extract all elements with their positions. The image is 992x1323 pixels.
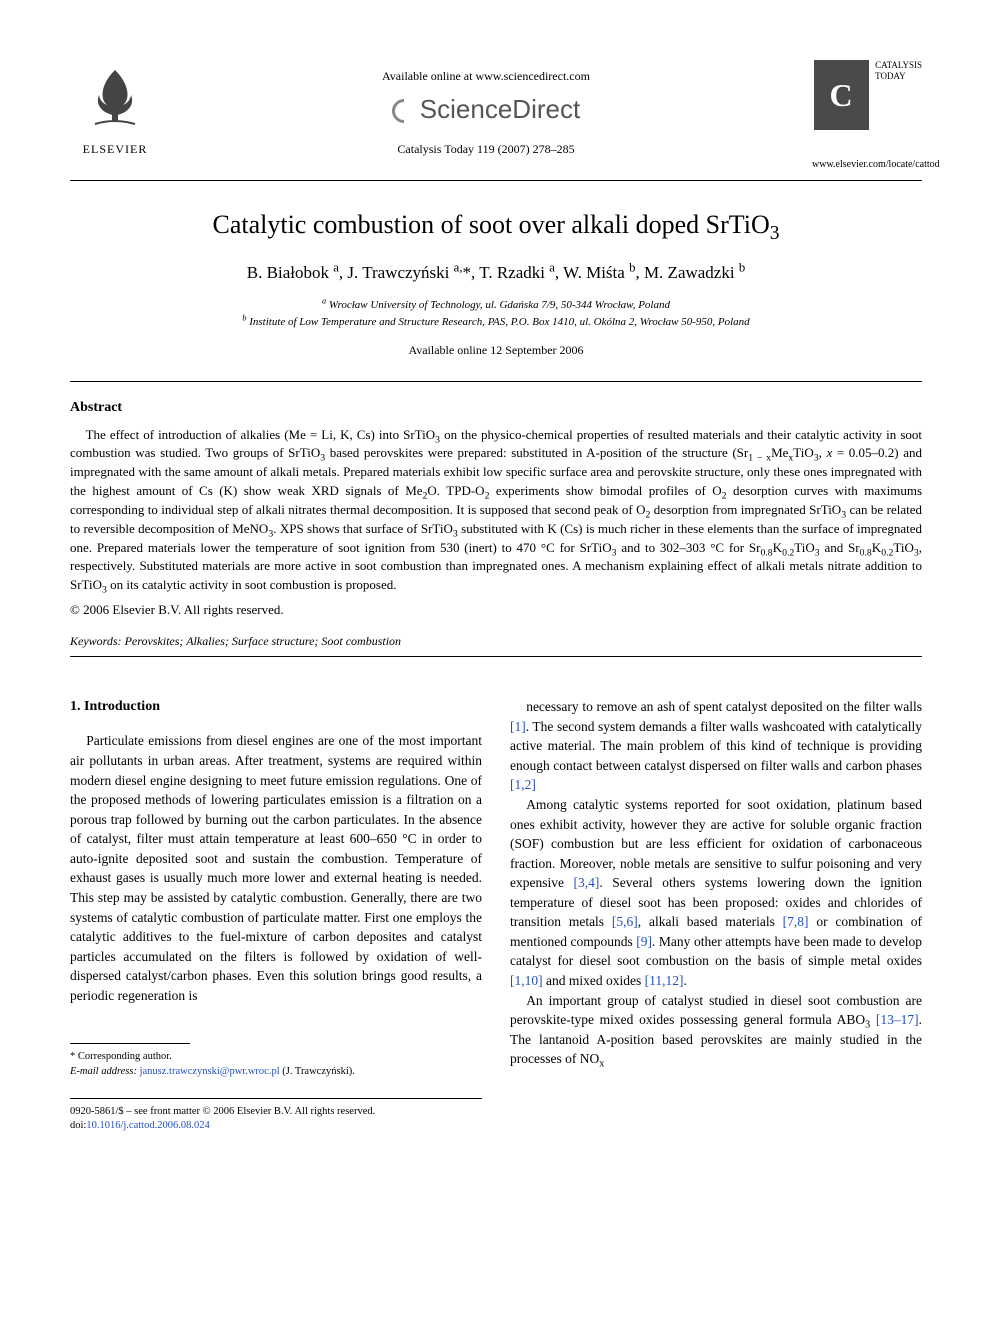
publisher-name: ELSEVIER — [70, 141, 160, 158]
center-header: Available online at www.sciencedirect.co… — [160, 60, 812, 158]
journal-header: ELSEVIER Available online at www.science… — [70, 60, 922, 172]
journal-badge-icon: C — [814, 60, 869, 130]
right-column: necessary to remove an ash of spent cata… — [510, 697, 922, 1134]
body-paragraph: necessary to remove an ash of spent cata… — [510, 697, 922, 795]
footnote-rule — [70, 1043, 190, 1044]
keywords-label: Keywords: — [70, 634, 122, 648]
left-column: 1. Introduction Particulate emissions fr… — [70, 697, 482, 1134]
authors-line: B. Białobok a, J. Trawczyński a,*, T. Rz… — [70, 261, 922, 285]
affiliations: a Wrocław University of Technology, ul. … — [70, 297, 922, 330]
abstract-paragraph: The effect of introduction of alkalies (… — [70, 426, 922, 596]
body-columns: 1. Introduction Particulate emissions fr… — [70, 697, 922, 1134]
email-address[interactable]: janusz.trawczynski@pwr.wroc.pl — [140, 1066, 280, 1077]
corresponding-author-text: * Corresponding author. — [70, 1050, 482, 1065]
keywords-line: Keywords: Perovskites; Alkalies; Surface… — [70, 633, 922, 650]
email-attribution: (J. Trawczyński). — [282, 1066, 355, 1077]
affiliation-a: Wrocław University of Technology, ul. Gd… — [329, 299, 670, 311]
available-online-date: Available online 12 September 2006 — [70, 342, 922, 359]
corresponding-footnote: * Corresponding author. E-mail address: … — [70, 1050, 482, 1079]
header-rule — [70, 180, 922, 181]
doi-link[interactable]: 10.1016/j.cattod.2006.08.024 — [86, 1120, 209, 1131]
sciencedirect-logo: ScienceDirect — [160, 91, 812, 127]
journal-badge-text: CATALYSIS TODAY — [875, 60, 922, 82]
elsevier-tree-icon — [85, 60, 145, 130]
body-paragraph: Particulate emissions from diesel engine… — [70, 731, 482, 1005]
publisher-logo: ELSEVIER — [70, 60, 160, 157]
footer-meta: 0920-5861/$ – see front matter © 2006 El… — [70, 1105, 482, 1134]
keywords-text: Perovskites; Alkalies; Surface structure… — [125, 634, 402, 648]
affiliation-b: Institute of Low Temperature and Structu… — [249, 316, 749, 328]
section-1-heading: 1. Introduction — [70, 697, 482, 717]
abstract-top-rule — [70, 381, 922, 382]
abstract-copyright: © 2006 Elsevier B.V. All rights reserved… — [70, 601, 922, 619]
email-label: E-mail address: — [70, 1066, 137, 1077]
abstract-bottom-rule — [70, 656, 922, 657]
abstract-body: The effect of introduction of alkalies (… — [70, 426, 922, 596]
footer-rule — [70, 1098, 482, 1099]
available-online-text: Available online at www.sciencedirect.co… — [160, 68, 812, 85]
article-title: Catalytic combustion of soot over alkali… — [70, 207, 922, 243]
corresponding-email-line: E-mail address: janusz.trawczynski@pwr.w… — [70, 1065, 482, 1080]
footer-copyright: 0920-5861/$ – see front matter © 2006 El… — [70, 1105, 482, 1120]
sciencedirect-swoosh-icon — [387, 94, 421, 128]
sciencedirect-label: ScienceDirect — [420, 94, 580, 124]
journal-badge: C CATALYSIS TODAY www.elsevier.com/locat… — [812, 60, 922, 172]
journal-url: www.elsevier.com/locate/cattod — [812, 158, 922, 172]
body-paragraph: An important group of catalyst studied i… — [510, 991, 922, 1069]
footer-doi: doi:10.1016/j.cattod.2006.08.024 — [70, 1119, 482, 1134]
abstract-heading: Abstract — [70, 398, 922, 418]
body-paragraph: Among catalytic systems reported for soo… — [510, 795, 922, 991]
journal-reference: Catalysis Today 119 (2007) 278–285 — [160, 141, 812, 158]
